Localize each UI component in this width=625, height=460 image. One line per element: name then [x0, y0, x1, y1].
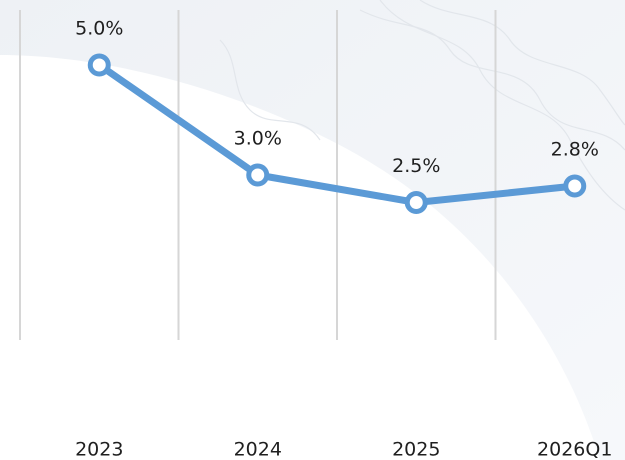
x-tick-label: 2024: [234, 439, 282, 460]
data-point: [407, 194, 425, 212]
value-label: 2.8%: [551, 139, 599, 161]
chart: 2023 2024 2025 2026Q1 5.0% 3.0% 2.5% 2.8%: [0, 0, 625, 460]
x-tick-label: 2026Q1: [537, 439, 612, 460]
x-tick-label: 2025: [392, 439, 440, 460]
value-label: 2.5%: [392, 155, 440, 177]
value-label: 5.0%: [75, 18, 123, 40]
value-label: 3.0%: [234, 128, 282, 150]
x-tick-label: 2023: [75, 439, 123, 460]
data-point: [566, 177, 584, 195]
page: {"chart_data": {"type": "line", "categor…: [0, 0, 625, 460]
data-point: [90, 56, 108, 74]
data-point: [249, 166, 267, 184]
